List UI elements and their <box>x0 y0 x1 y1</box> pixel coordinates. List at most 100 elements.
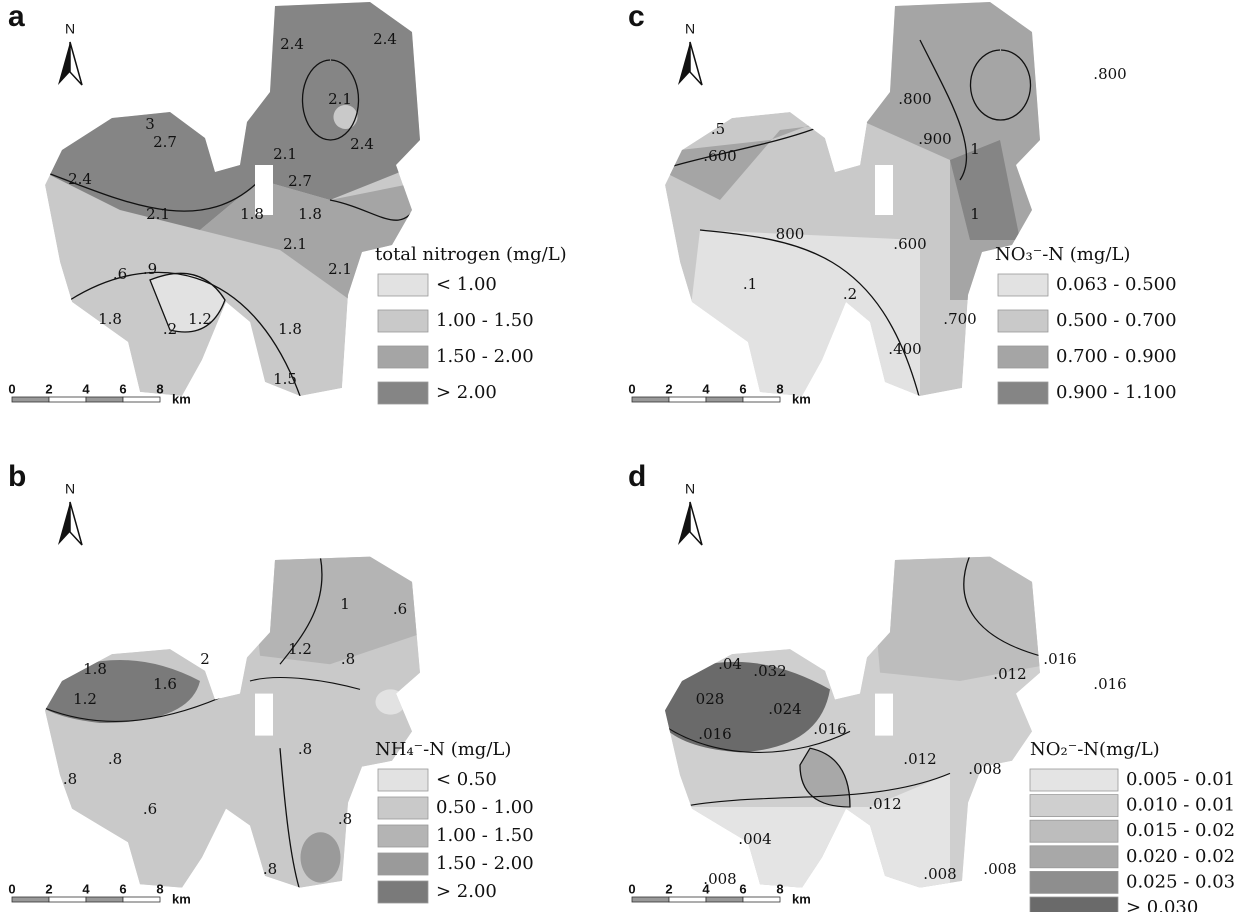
contour-label: 1.8 <box>240 205 264 223</box>
legend-item: < 1.00 <box>436 274 497 295</box>
contour-label: .008 <box>923 865 956 883</box>
region <box>301 832 341 882</box>
contour-label: .6 <box>113 265 127 283</box>
contour-label: 2.1 <box>273 145 297 163</box>
north-arrow <box>58 502 70 545</box>
contour-label: .016 <box>1043 650 1076 668</box>
north-label: N <box>65 21 75 37</box>
contour-label: 2.4 <box>280 35 304 53</box>
contour-label: .012 <box>993 665 1026 683</box>
legend-item: 1.00 - 1.50 <box>436 825 534 846</box>
contour-label: 1 <box>340 595 350 613</box>
contour-label: 1 <box>970 205 980 223</box>
legend-item: 0.025 - 0.030 <box>1126 871 1234 892</box>
north-label: N <box>65 481 75 497</box>
contour-label: .6 <box>143 800 157 818</box>
scale-bar <box>632 397 669 402</box>
legend-swatch <box>378 274 428 296</box>
contour-label: 2.7 <box>153 133 177 151</box>
contour-label: 028 <box>696 690 725 708</box>
scale-label: 0 <box>628 381 635 396</box>
contour-label: .2 <box>843 285 857 303</box>
scale-label: 2 <box>665 381 672 396</box>
contour-label: .004 <box>738 830 771 848</box>
scale-label: 4 <box>82 881 90 896</box>
legend-swatch <box>378 853 428 875</box>
scale-bar <box>49 397 86 402</box>
map <box>0 0 430 396</box>
contour-label: 2 <box>200 650 210 668</box>
scale-unit: km <box>792 391 811 406</box>
contour-label: .016 <box>813 720 846 738</box>
contour-label: 1.5 <box>273 370 297 388</box>
legend-swatch <box>1030 871 1118 893</box>
scale-bar <box>706 397 743 402</box>
scale-label: 0 <box>8 381 15 396</box>
contour-label: .6 <box>393 600 407 618</box>
contour-label: .008 <box>983 860 1016 878</box>
contour-label: .012 <box>868 795 901 813</box>
contour-label: .012 <box>903 750 936 768</box>
contour-label: .008 <box>968 760 1001 778</box>
scale-bar <box>669 397 706 402</box>
panel-letter: b <box>8 460 26 493</box>
legend-swatch <box>378 382 428 404</box>
scale-bar <box>632 897 669 902</box>
legend-title: total nitrogen (mg/L) <box>375 244 567 265</box>
scale-bar <box>743 397 780 402</box>
panel-letter: d <box>628 460 646 493</box>
north-arrow <box>58 42 70 85</box>
legend-swatch <box>1030 846 1118 868</box>
legend-swatch <box>1030 795 1118 817</box>
legend-swatch <box>998 346 1048 368</box>
contour-label: 2.1 <box>146 205 170 223</box>
legend-title: NO₃⁻-N (mg/L) <box>995 244 1130 265</box>
region <box>870 555 1050 681</box>
legend-swatch <box>378 769 428 791</box>
legend-title: NO₂⁻-N(mg/L) <box>1030 739 1160 760</box>
contour-label: 1.8 <box>83 660 107 678</box>
scale-bar <box>12 897 49 902</box>
scale-bar <box>706 897 743 902</box>
legend-swatch <box>378 797 428 819</box>
contour-label: 1 <box>970 140 980 158</box>
contour-label: 2.1 <box>328 260 352 278</box>
contour-label: .8 <box>341 650 355 668</box>
legend-item: > 2.00 <box>436 881 497 902</box>
legend-item: 1.50 - 2.00 <box>436 853 534 874</box>
scale-label: 8 <box>156 881 163 896</box>
contour-label: .1 <box>743 275 757 293</box>
legend-swatch <box>1030 820 1118 842</box>
contour-label: 3 <box>145 115 155 133</box>
legend-swatch <box>998 310 1048 332</box>
panel-letter: c <box>628 0 645 33</box>
legend-item: 0.005 - 0.010 <box>1126 769 1234 790</box>
contour-label: 1.6 <box>153 675 177 693</box>
legend-swatch <box>998 382 1048 404</box>
legend-swatch <box>378 881 428 903</box>
scale-label: 8 <box>776 881 783 896</box>
legend-swatch <box>1030 769 1118 791</box>
legend-item: 0.010 - 0.015 <box>1126 795 1234 816</box>
contour-label: .032 <box>753 662 786 680</box>
scale-label: 2 <box>45 381 52 396</box>
contour-label: .9 <box>143 260 157 278</box>
region <box>680 230 920 400</box>
legend-item: 0.50 - 1.00 <box>436 797 534 818</box>
scale-bar <box>743 897 780 902</box>
scale-bar <box>123 397 160 402</box>
contour-label: 1.8 <box>298 205 322 223</box>
legend-item: 0.063 - 0.500 <box>1056 274 1177 295</box>
contour-label: 2.1 <box>283 235 307 253</box>
contour-label: .800 <box>1093 65 1126 83</box>
region <box>334 105 358 129</box>
north-label: N <box>685 481 695 497</box>
contour-label: .024 <box>768 700 801 718</box>
contour-label: .04 <box>718 655 742 673</box>
scale-unit: km <box>172 891 191 906</box>
scale-unit: km <box>792 891 811 906</box>
contour-label: .900 <box>918 130 951 148</box>
legend-swatch <box>378 825 428 847</box>
map-fill <box>0 555 430 891</box>
